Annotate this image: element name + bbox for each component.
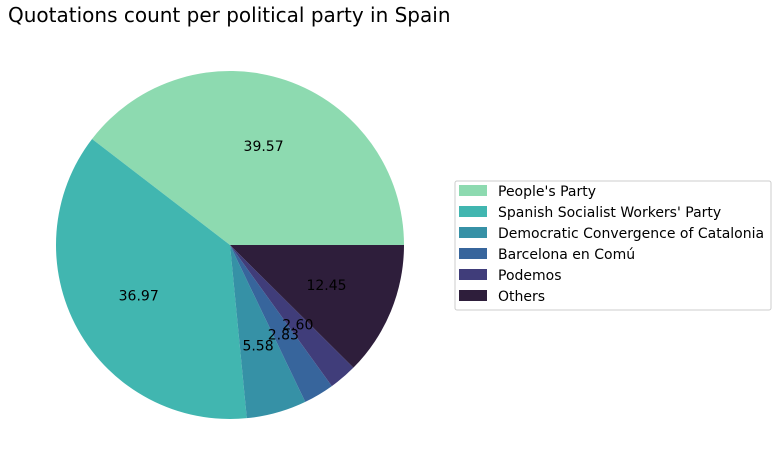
legend-label-others: Others [498,289,545,305]
legend-swatch-others [459,290,487,301]
legend-label-people-s-party: People's Party [498,184,596,200]
legend-swatch-democratic-convergence-of-catalonia [459,227,487,238]
legend-swatch-barcelona-en-com [459,248,487,259]
legend-label-barcelona-en-com: Barcelona en Comú [498,247,635,263]
legend-swatch-people-s-party [459,185,487,196]
slice-value-label-barcelona-en-com: 2.83 [268,328,299,344]
pie-slices [56,70,405,419]
legend-swatch-spanish-socialist-workers-party [459,206,487,217]
pie-slice-spanish-socialist-workers-party [56,138,247,419]
slice-value-label-democratic-convergence-of-catalonia: 5.58 [242,339,273,355]
slice-value-label-spanish-socialist-workers-party: 36.97 [119,289,159,305]
slice-value-label-others: 12.45 [306,278,346,294]
legend-label-podemos: Podemos [498,268,562,284]
pie-slice-people-s-party [92,70,405,245]
legend-label-democratic-convergence-of-catalonia: Democratic Convergence of Catalonia [498,226,764,242]
pie-value-labels: 39.57 36.97 5.582.832.60 12.45 [119,139,347,354]
pie-slice-barcelona-en-com [230,245,332,402]
pie-slice-others [230,245,404,368]
chart-title: Quotations count per political party in … [8,3,451,27]
slice-value-label-podemos: 2.60 [282,317,313,333]
pie-slice-democratic-convergence-of-catalonia [230,245,306,419]
slice-value-label-people-s-party: 39.57 [244,139,284,155]
legend-frame [454,180,772,311]
legend-swatch-podemos [459,269,487,280]
legend: People's Party Spanish Socialist Workers'… [454,180,772,311]
pie-slice-podemos [230,245,354,387]
legend-label-spanish-socialist-workers-party: Spanish Socialist Workers' Party [498,205,721,221]
